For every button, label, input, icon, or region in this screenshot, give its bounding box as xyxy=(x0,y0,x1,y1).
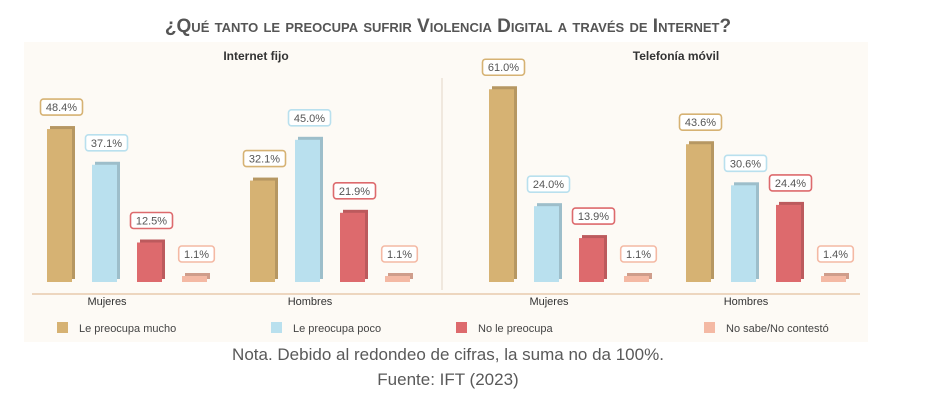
legend-label: No le preocupa xyxy=(478,323,553,335)
data-label-box xyxy=(526,175,571,193)
data-label: 45.0% xyxy=(294,113,325,125)
bar xyxy=(489,89,514,282)
bar xyxy=(624,276,649,282)
chart-title: ¿Qué tanto le preocupa sufrir Violencia … xyxy=(164,16,732,37)
data-label: 61.0% xyxy=(488,62,519,74)
data-label: 24.0% xyxy=(533,179,564,191)
data-label: 1.1% xyxy=(387,249,412,261)
data-label-box xyxy=(177,245,216,263)
legend-label: Le preocupa poco xyxy=(293,323,381,335)
bar-chart-svg: Internet fijo 48.4% 37.1% 12.5% 1.1% Mujeres 3… xyxy=(32,49,860,335)
bar xyxy=(182,276,207,282)
data-label: 21.9% xyxy=(339,186,370,198)
data-label: 1.1% xyxy=(184,249,209,261)
data-label: 30.6% xyxy=(730,158,761,170)
data-label-box xyxy=(380,245,419,263)
data-label-box xyxy=(287,109,332,127)
panel-title: Telefonía móvil xyxy=(633,49,719,63)
data-label: 13.9% xyxy=(578,211,609,223)
source-note: Fuente: IFT (2023) xyxy=(377,370,519,389)
bar xyxy=(250,180,275,282)
data-label-box xyxy=(619,245,658,263)
bar xyxy=(686,144,711,282)
data-label: 1.4% xyxy=(823,249,848,261)
bar xyxy=(295,139,320,282)
data-label: 12.5% xyxy=(136,216,167,228)
data-label-box xyxy=(481,58,526,77)
bar xyxy=(821,276,846,282)
bar xyxy=(137,242,162,282)
panel-title: Internet fijo xyxy=(223,49,288,63)
data-label-box xyxy=(768,174,813,192)
bar xyxy=(534,206,559,282)
data-label-box xyxy=(678,113,723,132)
legend-swatch xyxy=(456,322,467,333)
legend-swatch xyxy=(57,322,68,333)
data-label: 1.1% xyxy=(626,249,651,261)
bar xyxy=(92,164,117,282)
data-label: 43.6% xyxy=(685,117,716,129)
data-label: 37.1% xyxy=(91,138,122,150)
category-label: Hombres xyxy=(724,296,769,308)
category-label: Mujeres xyxy=(87,296,127,308)
bar xyxy=(731,185,756,282)
bar xyxy=(579,238,604,282)
category-label: Mujeres xyxy=(529,296,569,308)
chart-panel: Internet fijo 48.4% 37.1% 12.5% 1.1% Mujeres 3… xyxy=(24,42,868,342)
data-label: 24.4% xyxy=(775,178,806,190)
legend-label: Le preocupa mucho xyxy=(79,323,176,335)
data-label: 32.1% xyxy=(249,154,280,166)
category-label: Hombres xyxy=(288,296,333,308)
rounding-note: Nota. Debido al redondeo de cifras, la s… xyxy=(232,345,664,364)
legend-label: No sabe/No contestó xyxy=(726,323,829,335)
data-label-box xyxy=(571,207,616,225)
data-label-box xyxy=(332,181,377,200)
data-label-box xyxy=(242,149,287,168)
legend-swatch xyxy=(271,322,282,333)
data-label-box xyxy=(723,154,768,173)
data-label-box xyxy=(84,133,129,152)
bar xyxy=(385,276,410,282)
bar xyxy=(340,212,365,282)
bar xyxy=(776,204,801,282)
data-label-box xyxy=(816,245,855,263)
legend-swatch xyxy=(704,322,715,333)
data-label-box xyxy=(39,98,84,116)
data-label-box xyxy=(129,211,174,230)
data-label: 48.4% xyxy=(46,102,77,114)
bar xyxy=(47,129,72,282)
